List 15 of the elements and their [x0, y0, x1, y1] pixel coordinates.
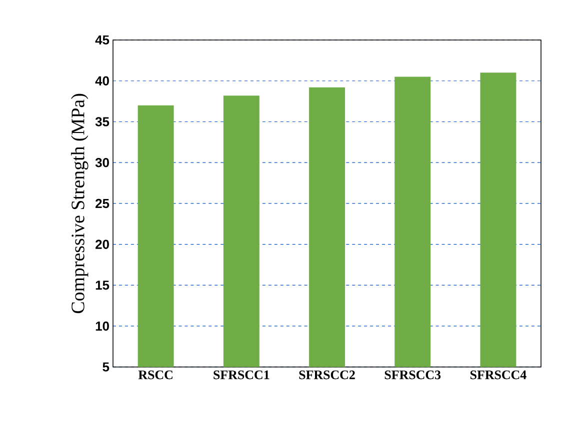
- x-tick-label: SFRSCC4: [470, 370, 526, 380]
- y-tick-label: 25: [96, 198, 110, 208]
- y-tick-label: 30: [95, 158, 109, 168]
- y-tick-label: 20: [96, 240, 109, 249]
- y-tick-label: 5: [102, 362, 110, 372]
- y-axis-title: Compressive Strength (MPa): [71, 94, 88, 314]
- x-tick-label: SFRSCC2: [299, 370, 355, 380]
- x-tick-label: SFRSCC1: [214, 370, 270, 380]
- y-tick-label: 45: [95, 35, 110, 45]
- x-tick-label: RSCC: [138, 370, 172, 380]
- y-tick-label: 35: [95, 117, 110, 126]
- y-tick-label: 40: [95, 76, 109, 86]
- y-tick-label: 15: [96, 280, 110, 290]
- x-tick-label: SFRSCC3: [384, 370, 441, 380]
- y-tick-label: 10: [96, 322, 109, 331]
